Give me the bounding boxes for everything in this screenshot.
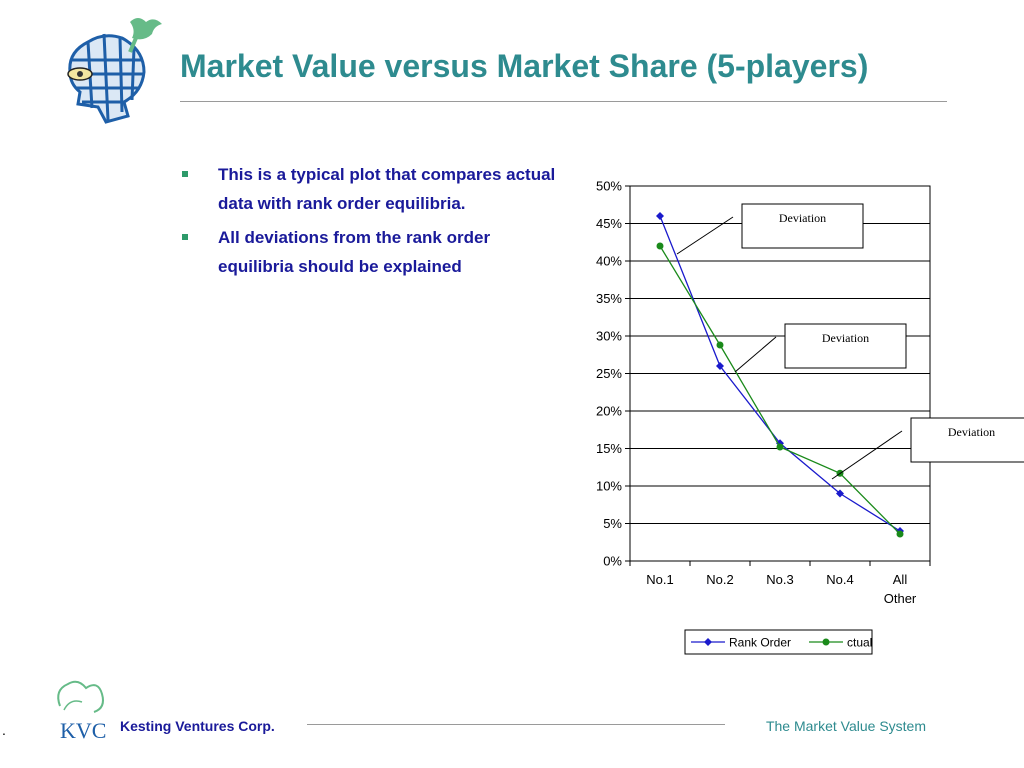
y-tick-label: 35% — [596, 291, 622, 306]
data-point — [656, 212, 664, 220]
line-chart: 0% 5% 10% 15% 20% 25% 30% 35% 40% 45% 50% No.1 No.2 N… — [596, 179, 1024, 655]
data-point — [836, 489, 844, 498]
y-tick-label: 50% — [596, 179, 622, 194]
kvc-logo-icon: KVC — [57, 680, 106, 743]
y-tick-label: 30% — [596, 329, 622, 344]
footer-dot: . — [2, 722, 6, 738]
y-tick-label: 15% — [596, 441, 622, 456]
annotation-leader — [676, 216, 734, 255]
footer-divider — [307, 724, 725, 725]
y-tick-label: 25% — [596, 366, 622, 381]
bullet-item: All deviations from the rank order equil… — [178, 223, 558, 281]
legend-marker — [704, 638, 712, 646]
x-tick-label: No.4 — [826, 572, 853, 587]
slide-title: Market Value versus Market Share (5-play… — [180, 48, 869, 84]
bullet-list: This is a typical plot that compares act… — [178, 160, 558, 286]
annotation-label: Deviation — [948, 425, 995, 439]
annotation-label: Deviation — [822, 331, 869, 345]
data-point — [716, 362, 724, 370]
annotation-leader — [734, 336, 777, 373]
y-tick-label: 20% — [596, 404, 622, 419]
y-tick-label: 45% — [596, 216, 622, 231]
footer-tagline: The Market Value System — [765, 718, 926, 734]
legend-marker — [822, 638, 830, 646]
title-divider — [180, 101, 947, 102]
svg-text:KVC: KVC — [60, 718, 106, 743]
bullet-item: This is a typical plot that compares act… — [178, 160, 558, 218]
x-tick-label: No.3 — [766, 572, 793, 587]
legend-label: Rank Order — [729, 636, 791, 650]
data-point — [896, 530, 904, 538]
annotation-leader — [831, 430, 903, 480]
bullet-text: This is a typical plot that compares act… — [218, 165, 556, 213]
x-tick-label: All — [893, 572, 908, 587]
annotation-label: Deviation — [779, 211, 826, 225]
bullet-icon — [182, 171, 188, 177]
x-tick-label: No.2 — [706, 572, 733, 587]
bullet-icon — [182, 234, 188, 240]
footer-company-name: Kesting Ventures Corp. — [120, 718, 275, 734]
x-tick-label: No.1 — [646, 572, 673, 587]
annotation-box — [910, 417, 1024, 463]
y-tick-label: 5% — [603, 516, 622, 531]
annotation-box — [784, 323, 907, 369]
legend-label: ctual — [847, 636, 872, 650]
y-tick-label: 0% — [603, 554, 622, 569]
y-tick-label: 10% — [596, 479, 622, 494]
data-point — [656, 242, 664, 250]
globe-head-logo-icon — [67, 18, 162, 124]
data-point — [776, 443, 784, 451]
bullet-text: All deviations from the rank order equil… — [218, 228, 491, 276]
annotation-box — [741, 203, 864, 249]
x-tick-label: Other — [884, 591, 917, 606]
data-point — [716, 341, 724, 349]
y-tick-label: 40% — [596, 254, 622, 269]
